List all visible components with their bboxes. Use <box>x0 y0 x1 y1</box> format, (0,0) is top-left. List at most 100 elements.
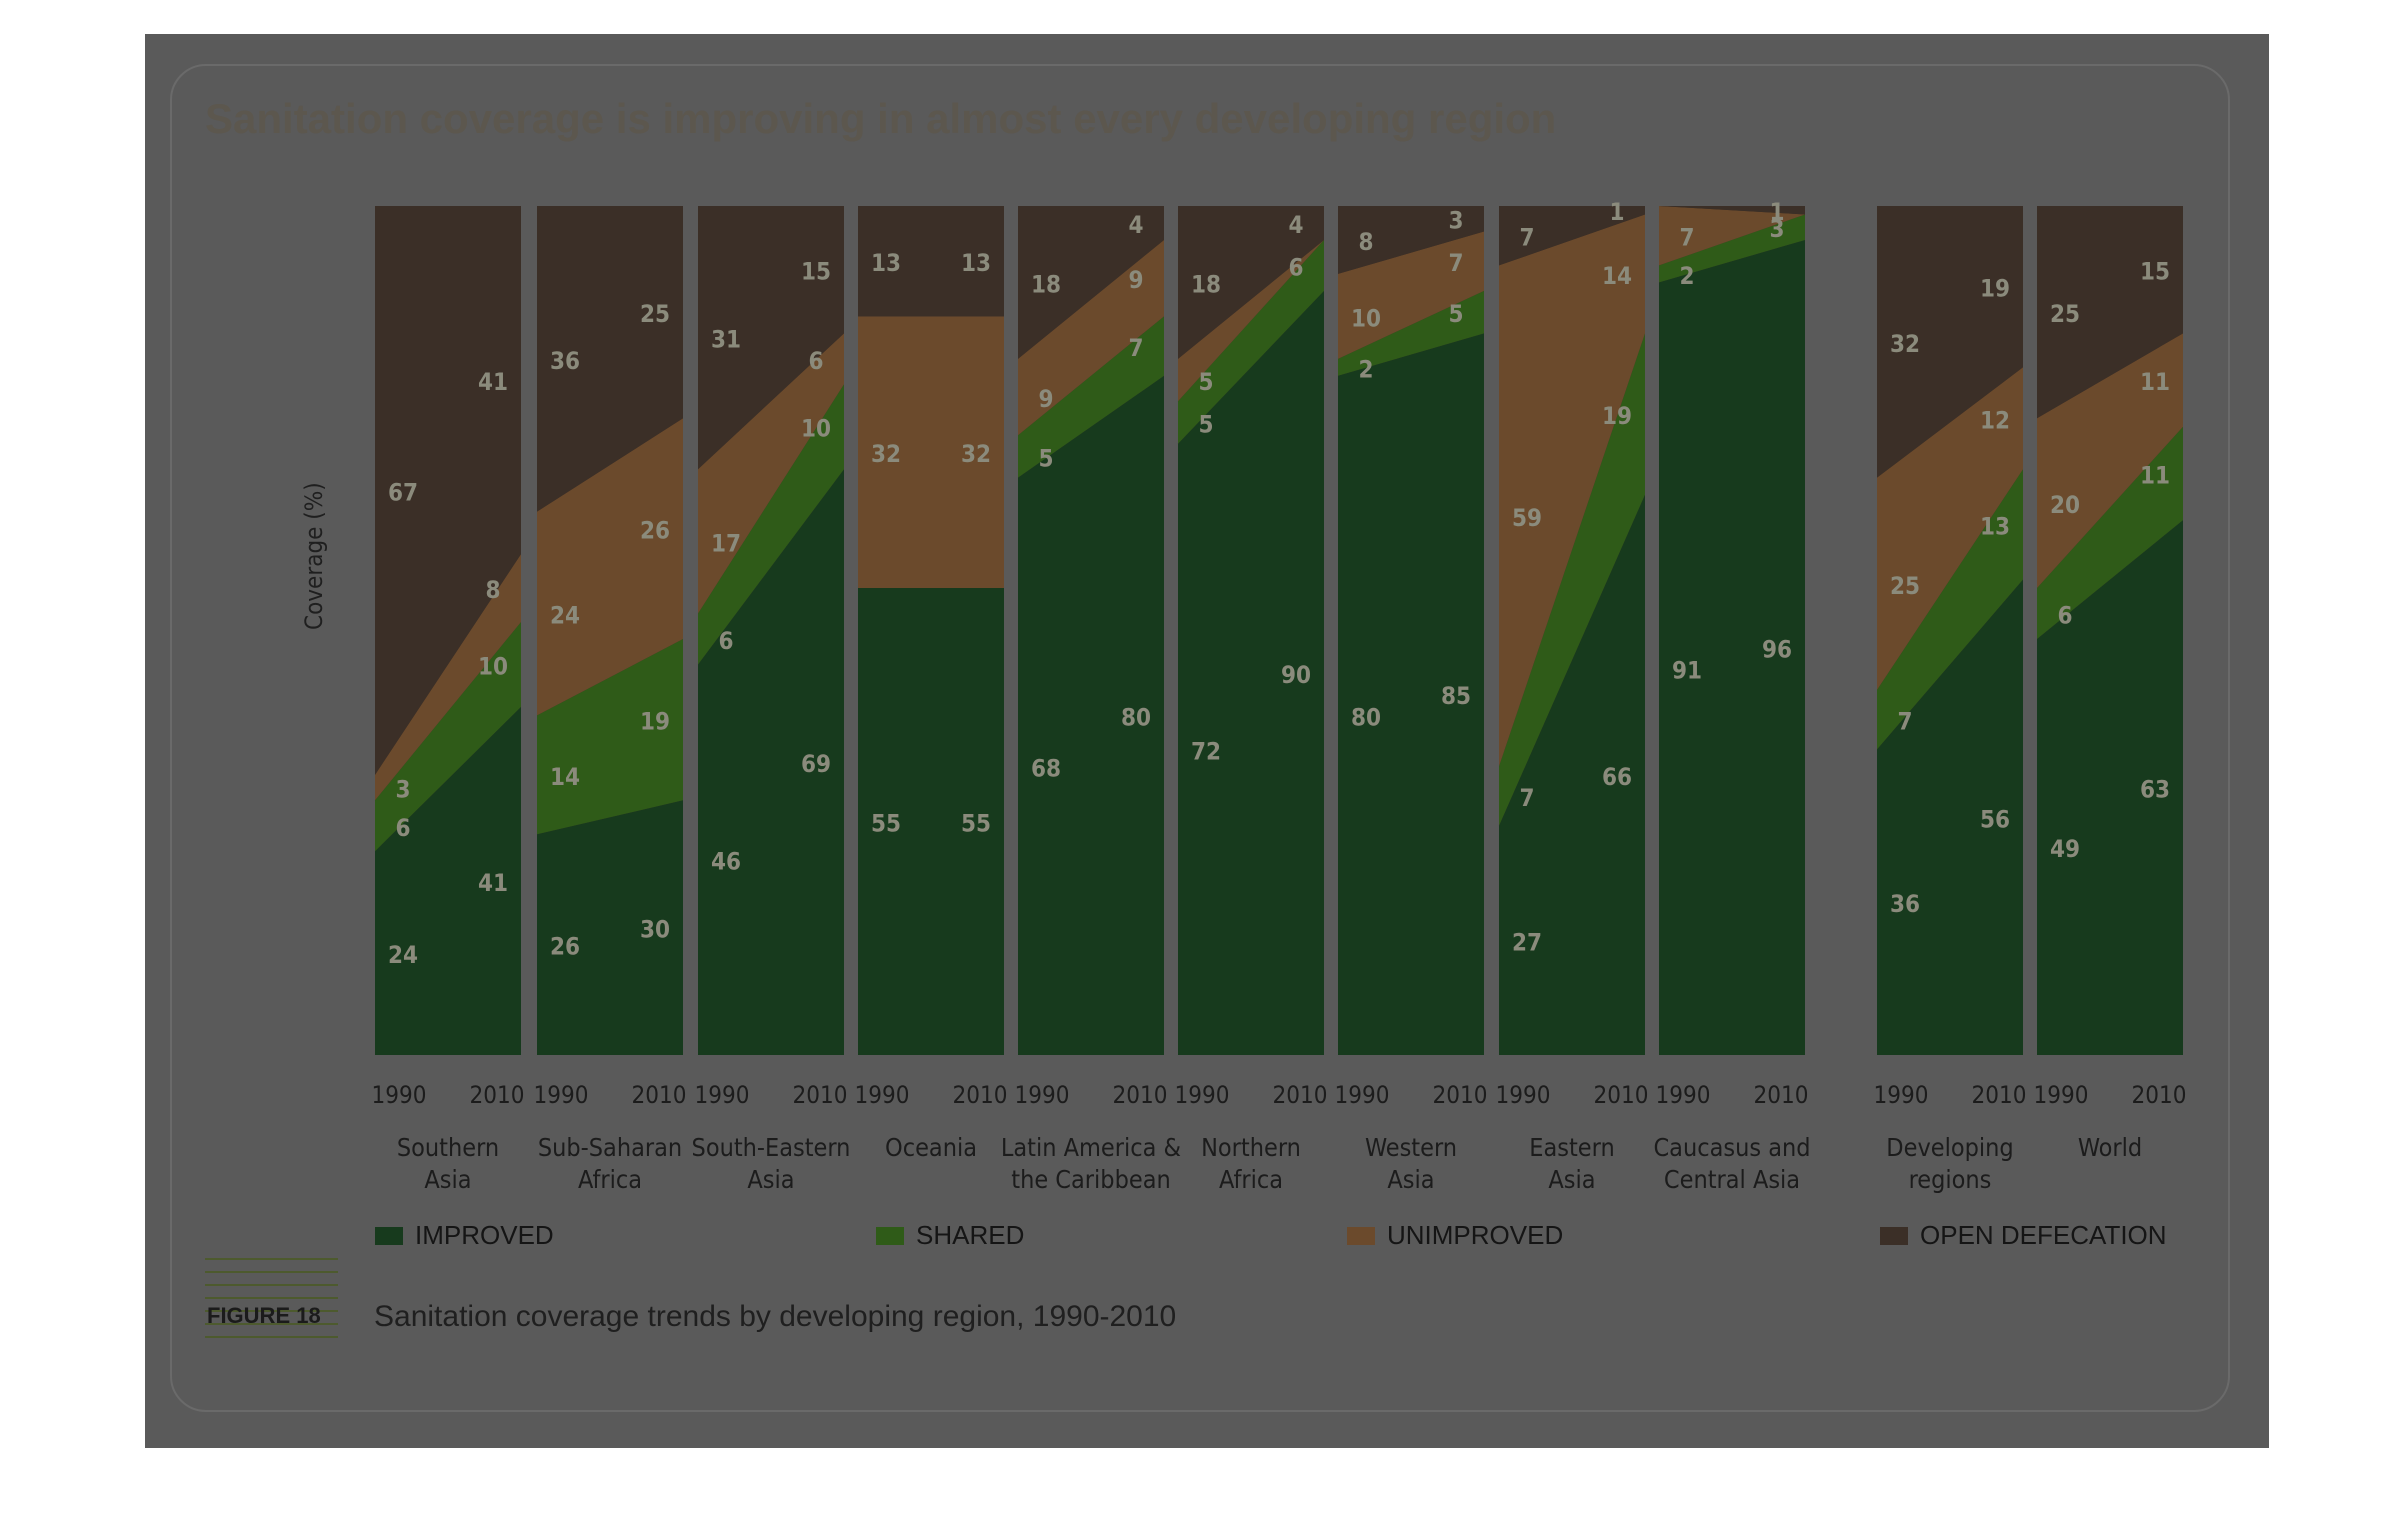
area-shared <box>375 622 521 852</box>
x-tick-label-2010: 2010 <box>953 1081 1008 1109</box>
value-label-improved-2010: 30 <box>640 916 670 944</box>
category-label: Developing <box>1886 1133 2013 1162</box>
category-label: Western <box>1365 1133 1457 1162</box>
value-label-improved-1990: 55 <box>871 810 901 838</box>
legend-swatch-shared <box>876 1226 904 1245</box>
area-improved <box>1338 333 1484 1056</box>
x-tick-label-2010: 2010 <box>1972 1081 2027 1109</box>
value-label-unimproved-1990: 10 <box>1351 304 1381 332</box>
value-label-shared-1990: 5 <box>1198 410 1213 438</box>
value-label-shared-1990: 6 <box>2057 602 2072 630</box>
x-tick-label-1990: 1990 <box>855 1081 910 1109</box>
category-label: Latin America & <box>1001 1133 1181 1162</box>
value-label-unimproved-1990: 32 <box>871 440 901 468</box>
area-unimproved <box>858 316 1004 589</box>
value-label-improved-1990: 49 <box>2050 835 2080 863</box>
area-shared <box>698 384 844 665</box>
value-label-shared-1990: 5 <box>1038 444 1053 472</box>
value-label-shared-1990: 6 <box>718 627 733 655</box>
area-shared <box>2037 426 2183 639</box>
value-label-improved-1990: 46 <box>711 848 741 876</box>
x-tick-label-2010: 2010 <box>1594 1081 1649 1109</box>
x-tick-label-1990: 1990 <box>534 1081 589 1109</box>
x-tick-label-1990: 1990 <box>372 1081 427 1109</box>
chart-title: Sanitation coverage is improving in almo… <box>205 95 1557 142</box>
x-tick-label-2010: 2010 <box>793 1081 848 1109</box>
legend-label-improved: IMPROVED <box>415 1220 554 1250</box>
category-label: Northern <box>1201 1133 1301 1162</box>
x-tick-label-2010: 2010 <box>1273 1081 1328 1109</box>
area-open-defecation <box>1877 206 2023 478</box>
x-tick-label-2010: 2010 <box>1433 1081 1488 1109</box>
category-label: Oceania <box>885 1133 977 1162</box>
area-unimproved <box>698 333 844 614</box>
area-improved <box>1178 290 1324 1055</box>
area-improved <box>858 588 1004 1055</box>
value-label-unimproved-1990: 17 <box>711 529 741 557</box>
legend-item-open-defecation: OPEN DEFECATION <box>1880 1220 2167 1251</box>
value-label-unimproved-1990: 59 <box>1512 504 1542 532</box>
legend-label-shared: SHARED <box>916 1220 1025 1250</box>
area-shared <box>1018 316 1164 478</box>
area-open-defecation <box>537 206 683 512</box>
value-label-improved-2010: 85 <box>1441 682 1471 710</box>
x-tick-label-2010: 2010 <box>632 1081 687 1109</box>
area-improved <box>1659 239 1805 1055</box>
category-label: Eastern <box>1529 1133 1614 1162</box>
value-label-open-defecation-1990: 8 <box>1358 228 1373 256</box>
value-label-open-defecation-1990: 25 <box>2050 300 2080 328</box>
value-label-unimproved-2010: 32 <box>961 440 991 468</box>
legend-label-open-defecation: OPEN DEFECATION <box>1920 1220 2167 1250</box>
value-label-improved-1990: 26 <box>550 933 580 961</box>
value-label-shared-1990: 7 <box>1519 784 1534 812</box>
category-label: Africa <box>578 1165 642 1194</box>
area-unimproved <box>1499 214 1645 767</box>
x-tick-label-1990: 1990 <box>1015 1081 1070 1109</box>
area-unimproved <box>1338 231 1484 359</box>
area-shared <box>537 638 683 835</box>
legend-label-unimproved: UNIMPROVED <box>1387 1220 1564 1250</box>
value-label-unimproved-2010: 7 <box>1448 249 1463 277</box>
category-label: Central Asia <box>1664 1165 1800 1194</box>
value-label-unimproved-1990: 9 <box>1038 385 1053 413</box>
value-label-shared-2010: 19 <box>1602 402 1632 430</box>
area-improved <box>537 800 683 1055</box>
area-open-defecation <box>375 206 521 775</box>
area-shared <box>1659 214 1805 283</box>
area-improved <box>1877 579 2023 1055</box>
area-shared <box>1499 333 1645 826</box>
category-label: Sub-Saharan <box>538 1133 682 1162</box>
area-shared <box>1178 239 1324 444</box>
area-unimproved <box>2037 333 2183 589</box>
legend-swatch-open-defecation <box>1880 1226 1908 1245</box>
value-label-open-defecation-2010: 13 <box>961 249 991 277</box>
area-open-defecation <box>1178 206 1324 359</box>
value-label-open-defecation-1990: 31 <box>711 326 741 354</box>
area-open-defecation <box>1659 206 1805 215</box>
value-label-shared-2010: 7 <box>1128 334 1143 362</box>
area-open-defecation <box>1499 206 1645 266</box>
value-label-improved-2010: 69 <box>801 750 831 778</box>
value-label-improved-2010: 90 <box>1281 661 1311 689</box>
value-label-open-defecation-2010: 1 <box>1609 198 1624 226</box>
category-label: World <box>2078 1133 2142 1162</box>
value-label-improved-2010: 96 <box>1762 635 1792 663</box>
area-improved <box>1018 375 1164 1055</box>
value-label-unimproved-1990: 24 <box>550 602 580 630</box>
value-label-improved-1990: 91 <box>1672 657 1702 685</box>
area-unimproved <box>1178 239 1324 402</box>
x-tick-label-1990: 1990 <box>1496 1081 1551 1109</box>
figure-caption: Sanitation coverage trends by developing… <box>374 1300 1177 1333</box>
x-tick-label-2010: 2010 <box>1754 1081 1809 1109</box>
value-label-shared-2010: 19 <box>640 708 670 736</box>
caption-rules <box>205 1258 338 1349</box>
area-open-defecation <box>2037 206 2183 419</box>
figure-frame <box>170 64 2230 1412</box>
value-label-open-defecation-2010: 4 <box>1288 211 1303 239</box>
value-label-open-defecation-2010: 3 <box>1448 207 1463 235</box>
category-label: Asia <box>1387 1165 1434 1194</box>
area-open-defecation <box>1018 206 1164 359</box>
value-label-improved-2010: 55 <box>961 810 991 838</box>
category-label: the Caribbean <box>1011 1165 1171 1194</box>
